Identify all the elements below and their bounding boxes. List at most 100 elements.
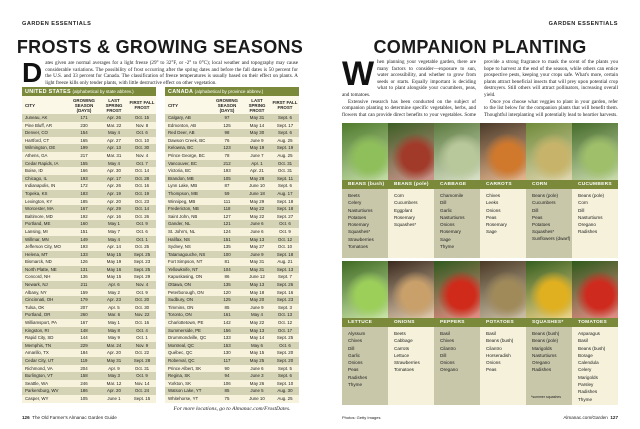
table-row: Charlottetown, PE 142 May 22 Oct. 12 [165,319,299,327]
intro-text: ates given are normal averages for a lig… [45,60,298,87]
city-cell: Helena, MT [25,251,48,257]
table-row: Worcester, MA 167 Apr. 29 Oct. 14 [22,205,156,213]
plant-card-lettuce: LETTUCE Alyssum Chives Dill Garlic Onions Peas… [342,261,388,405]
table-row: Sudbury, ON 125 May 20 Sept. 23 [165,296,299,304]
city-cell: Kingston, RI [25,327,49,333]
table-row: Amarillo, TX 184 Apr. 20 Oct. 22 [22,349,156,357]
table-row: Saint John, NB 127 May 22 Sept. 27 [165,212,299,221]
table-row: Parkersburg, WV 186 Apr. 20 Oct. 24 [22,387,156,395]
season-days-cell: 165 [80,137,88,143]
section-kicker: GARDEN ESSENTIALS [548,21,618,27]
first-fall-frost-cell: Oct. 9 [136,221,148,227]
first-fall-frost-cell: Oct. 1 [136,236,148,242]
plant-photo [434,261,480,318]
city-cell: Willmar, MN [25,236,49,242]
first-fall-frost-cell: Sept. 26 [276,282,294,288]
last-spring-frost-cell: May 15 [249,350,265,356]
table-row: Cedar Rapids, IA 155 May 4 Oct. 7 [22,159,156,168]
drop-cap: D [22,57,43,88]
last-spring-frost-cell: May 28 [249,175,265,181]
first-fall-frost-cell: Oct. 31 [277,160,293,166]
table-row: Topeka, KS 183 Apr. 19 Oct. 19 [22,189,156,198]
first-fall-frost-cell: Oct. 7 [136,160,148,166]
table-row: Yorkton, SK 106 May 26 Sept. 10 [165,379,299,388]
first-fall-frost-cell: Oct. 14 [134,206,150,212]
table-row: Thompson, MB 59 June 18 Aug. 17 [165,189,299,198]
city-cell: Amarillo, TX [25,350,49,356]
plant-photo [572,261,618,318]
last-spring-frost-cell: May 19 [249,145,265,151]
table-row: North Platte, NE 131 May 16 Sept. 25 [22,265,156,274]
last-spring-frost-cell: June 6 [250,228,264,234]
plant-photo [342,261,388,318]
season-days-cell: 125 [223,297,231,303]
plant-label: BEANS (pole) [388,180,434,189]
season-days-cell: 142 [223,320,231,326]
season-days-cell: 136 [80,274,88,280]
last-spring-frost-cell: May 15 [106,274,122,280]
first-fall-frost-cell: Aug. 17 [277,190,293,196]
last-spring-frost-cell: May 20 [249,297,265,303]
companion-item: Celery [348,200,362,206]
city-cell: Bismarck, ND [25,259,52,265]
plant-label: PEPPERS [434,318,480,327]
last-spring-frost-cell: Mar. 24 [106,342,122,348]
first-fall-frost-cell: Sept. 18 [276,206,294,212]
season-days-cell: 123 [223,145,231,151]
season-days-cell: 154 [80,130,88,136]
season-days-cell: 167 [80,206,88,212]
plant-photo [526,123,572,180]
last-spring-frost-cell: May 25 [249,358,265,363]
table-row: Tatamagouche, NS 100 June 9 Sept. 18 [165,250,299,259]
last-spring-frost-cell: May 9 [108,335,120,341]
companion-list: Beets Celery Nasturtiums Potatoes Rosemary Sq… [342,189,388,258]
companion-item: Peas [348,367,359,373]
more-locations-link[interactable]: For more locations, go to Almanac.com/Fr… [173,406,291,412]
last-spring-frost-cell: May 27 [249,244,265,250]
first-fall-frost-cell: Sept. 3 [278,304,292,310]
first-fall-frost-cell: Oct. 6 [136,228,148,234]
companion-item: Peas [486,214,497,220]
companion-item: Dill [440,352,447,358]
companion-item: Cucumbers [532,200,556,206]
season-days-cell: 153 [223,342,231,348]
season-days-cell: 158 [80,373,88,379]
companion-list: Asparagus Basil Beans (bush) Borage Calendul… [572,327,618,405]
companion-list: Basil Beans (bush) Cilantro Horseradish Onio… [480,327,526,405]
season-days-cell: 217 [80,152,88,158]
table-row: Ottawa, ON 135 May 13 Sept. 26 [165,281,299,289]
city-cell: Fort Simpson, NT [168,259,203,265]
plant-card-corn: CORN Beans (pole) Cucumbers Dill Peas Potatoe… [526,123,572,258]
city-cell: Drummondville, QC [168,335,207,341]
table-row: Drummondville, QC 133 May 14 Sept. 25 [165,334,299,342]
season-days-cell: 133 [223,335,231,341]
companion-item: Oregano [532,360,550,366]
companion-item: Rosemary [486,222,507,228]
first-fall-frost-cell: Oct. 26 [134,213,150,219]
city-cell: Watson Lake, YT [168,388,202,394]
section-kicker: GARDEN ESSENTIALS [22,21,92,27]
table-row: Kapuskasing, ON 86 June 12 Sept. 7 [165,273,299,282]
season-days-cell: 199 [80,145,88,151]
city-cell: Dawson Creek, BC [168,137,206,143]
first-fall-frost-cell: Oct. 31 [134,365,150,371]
site-url: Almanac.com/Garden [563,415,608,420]
season-days-cell: 211 [80,282,88,288]
companion-item: Beans (bush) [532,331,560,336]
first-fall-frost-cell: Nov. 22 [134,312,150,318]
companion-item: Potatoes [348,214,367,220]
companion-item: Parsley [578,382,594,388]
companion-item: Onions [486,207,501,213]
city-cell: Calgary, AB [168,115,191,120]
last-spring-frost-cell: Apr. 19 [107,190,121,196]
city-cell: Whitehorse, YT [168,395,199,401]
first-fall-frost-cell: Sept. 6 [278,115,292,120]
companion-item: Nasturtiums [440,214,465,220]
city-cell: North Platte, NE [25,266,57,272]
plant-label: ONIONS [388,318,434,327]
season-days-cell: 106 [223,380,231,386]
season-days-cell: 212 [223,160,231,166]
last-spring-frost-cell: Mar. 12 [106,380,122,386]
companion-item: Radishes [532,367,552,373]
